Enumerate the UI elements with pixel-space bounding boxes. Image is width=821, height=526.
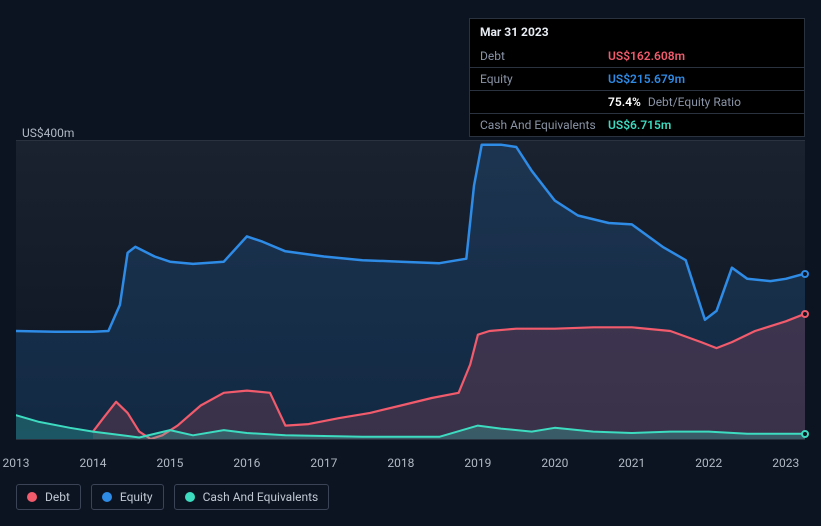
chart-svg bbox=[16, 141, 805, 439]
xaxis-tick: 2022 bbox=[695, 456, 722, 470]
chart-tooltip: Mar 31 2023 DebtUS$162.608mEquityUS$215.… bbox=[469, 18, 805, 137]
xaxis-tick: 2017 bbox=[310, 456, 337, 470]
yaxis-max-label: US$400m bbox=[22, 126, 74, 140]
tooltip-row-label: Debt bbox=[480, 49, 608, 63]
legend-item-equity[interactable]: Equity bbox=[91, 484, 164, 510]
legend-dot-icon bbox=[185, 492, 195, 502]
xaxis-tick: 2016 bbox=[233, 456, 260, 470]
tooltip-row-value: US$6.715m bbox=[608, 118, 671, 132]
xaxis-tick: 2018 bbox=[387, 456, 414, 470]
tooltip-row-label: Equity bbox=[480, 72, 608, 86]
chart-plot-area[interactable] bbox=[16, 140, 805, 440]
xaxis-tick: 2015 bbox=[156, 456, 183, 470]
xaxis-tick: 2023 bbox=[772, 456, 799, 470]
legend-label: Cash And Equivalents bbox=[203, 490, 319, 504]
tooltip-row: EquityUS$215.679m bbox=[470, 67, 804, 90]
xaxis-tick: 2013 bbox=[3, 456, 30, 470]
chart-xaxis: 2013201420152016201720182019202020212022… bbox=[16, 456, 805, 474]
legend-label: Equity bbox=[120, 490, 153, 504]
xaxis-tick: 2019 bbox=[464, 456, 491, 470]
xaxis-tick: 2021 bbox=[618, 456, 645, 470]
chart-container: Mar 31 2023 DebtUS$162.608mEquityUS$215.… bbox=[16, 0, 805, 510]
legend-dot-icon bbox=[27, 492, 37, 502]
tooltip-row-label bbox=[480, 95, 608, 109]
legend-item-debt[interactable]: Debt bbox=[16, 484, 81, 510]
legend-label: Debt bbox=[45, 490, 70, 504]
tooltip-row-label: Cash And Equivalents bbox=[480, 118, 608, 132]
tooltip-row-value: US$162.608m bbox=[608, 49, 685, 63]
tooltip-row: DebtUS$162.608m bbox=[470, 45, 804, 67]
chart-legend: Debt Equity Cash And Equivalents bbox=[16, 484, 329, 510]
tooltip-row: 75.4% Debt/Equity Ratio bbox=[470, 90, 804, 113]
series-end-dot-equity bbox=[801, 270, 809, 278]
tooltip-row-value: 75.4% Debt/Equity Ratio bbox=[608, 95, 741, 109]
tooltip-date: Mar 31 2023 bbox=[470, 19, 804, 45]
tooltip-row-suffix: Debt/Equity Ratio bbox=[645, 95, 741, 109]
series-end-dot-debt bbox=[801, 310, 809, 318]
tooltip-row: Cash And EquivalentsUS$6.715m bbox=[470, 113, 804, 136]
series-end-dot-cash bbox=[801, 430, 809, 438]
xaxis-tick: 2014 bbox=[79, 456, 106, 470]
legend-item-cash[interactable]: Cash And Equivalents bbox=[174, 484, 330, 510]
xaxis-tick: 2020 bbox=[541, 456, 568, 470]
tooltip-row-value: US$215.679m bbox=[608, 72, 685, 86]
legend-dot-icon bbox=[102, 492, 112, 502]
